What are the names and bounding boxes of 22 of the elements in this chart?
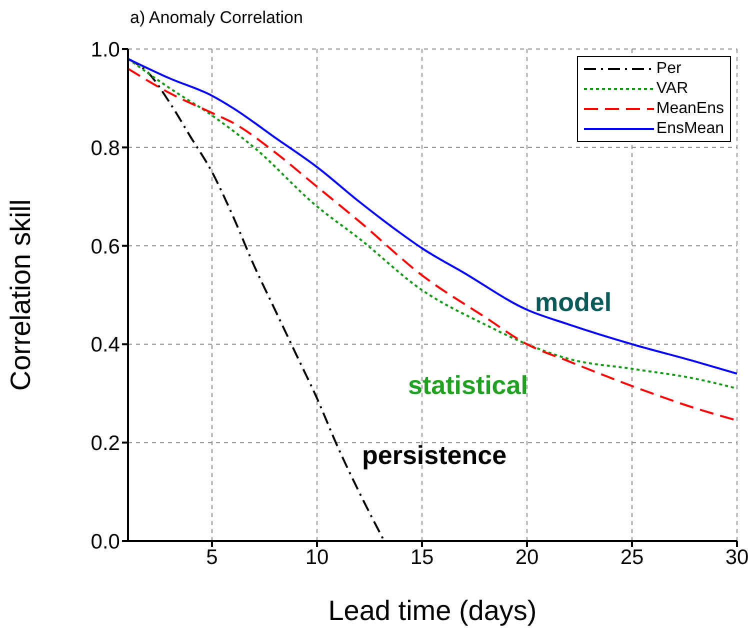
x-tick-label: 30 <box>725 546 749 569</box>
x-axis-title: Lead time (days) <box>328 595 537 626</box>
annotation: statistical <box>408 370 528 401</box>
x-tick-label: 5 <box>206 546 218 569</box>
annotation: persistence <box>362 440 507 471</box>
legend-label: MeanEns <box>656 100 724 118</box>
y-tick-label: 0.0 <box>90 530 120 554</box>
y-tick-label: 0.2 <box>90 432 120 456</box>
legend-label: VAR <box>656 80 688 98</box>
y-tick-label: 1.0 <box>90 38 120 62</box>
x-tick-label: 15 <box>410 546 434 569</box>
legend-label: EnsMean <box>656 120 724 138</box>
x-tick-label: 20 <box>515 546 539 569</box>
y-tick-label: 0.6 <box>90 235 120 258</box>
x-tick-label: 10 <box>305 546 329 569</box>
y-axis-title: Correlation skill <box>4 199 36 391</box>
annotation: model <box>535 287 612 318</box>
x-tick-label: 25 <box>620 546 644 569</box>
chart-title: a) Anomaly Correlation <box>130 8 303 28</box>
y-tick-label: 0.8 <box>90 136 120 160</box>
y-tick-label: 0.4 <box>90 334 120 357</box>
legend-label: Per <box>656 60 682 78</box>
